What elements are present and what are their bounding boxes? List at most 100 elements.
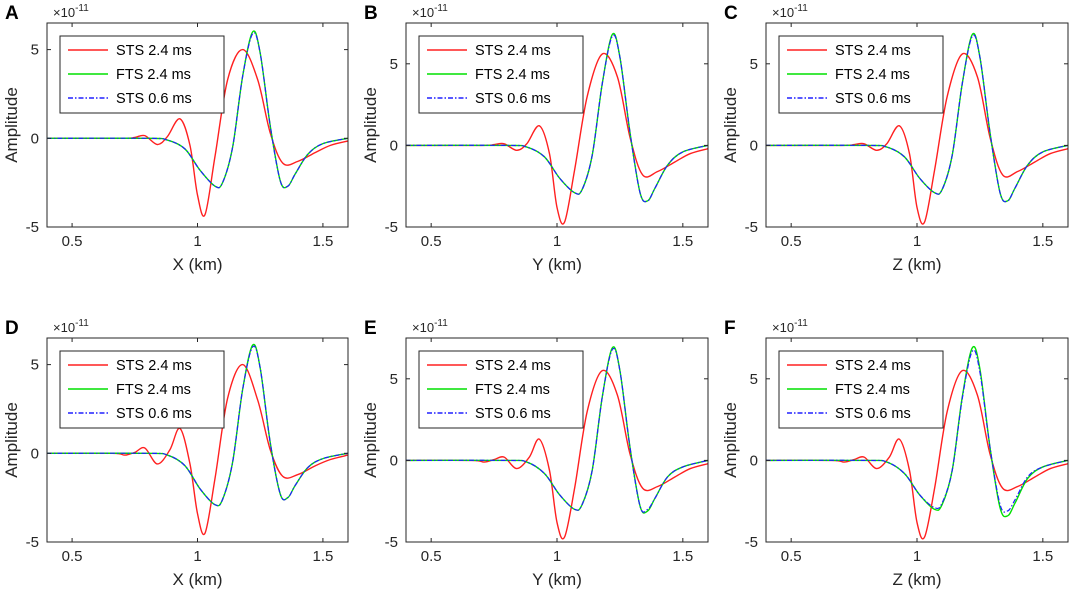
x-tick-label: 0.5 [421, 548, 442, 565]
legend: STS 2.4 ms FTS 2.4 ms STS 0.6 ms [778, 350, 944, 429]
legend: STS 2.4 ms FTS 2.4 ms STS 0.6 ms [418, 35, 584, 114]
y-tick-label: 5 [390, 371, 398, 388]
x-axis-label: X (km) [172, 570, 222, 589]
legend: STS 2.4 ms FTS 2.4 ms STS 0.6 ms [778, 35, 944, 114]
legend-label: STS 0.6 ms [116, 406, 192, 422]
exponent-base: ×10 [53, 320, 75, 335]
x-tick-label: 1.5 [672, 233, 693, 250]
x-tick-label: 1 [913, 548, 921, 565]
panel-A: A ×10-11 0.5 1 1.5 -5 0 5 X (km) Amplitude STS 2.4… [2, 3, 349, 274]
series-line-sts-0-6-ms [47, 345, 348, 507]
exponent-base: ×10 [53, 5, 75, 20]
x-tick-label: 1.5 [672, 548, 693, 565]
y-tick-label: 5 [390, 56, 398, 73]
x-tick-label: 1 [553, 233, 561, 250]
y-tick-label: 0 [390, 452, 398, 469]
y-tick-label: 0 [750, 452, 758, 469]
panel-C: C ×10-11 0.5 1 1.5 -5 0 5 Z (km) Amplitude STS 2.4… [721, 3, 1069, 274]
x-axis-label: Y (km) [532, 570, 582, 589]
series-line-sts-2-4-ms [406, 369, 708, 540]
series-group [406, 346, 708, 540]
exponent-power: -11 [434, 318, 448, 329]
series-line-sts-2-4-ms [406, 52, 708, 225]
x-tick-label: 1.5 [1032, 233, 1053, 250]
series-group [766, 32, 1068, 225]
panel-label: D [5, 318, 19, 339]
series-line-sts-0-6-ms [47, 32, 348, 189]
exponent-base: ×10 [412, 5, 434, 20]
panel-B: B ×10-11 0.5 1 1.5 -5 0 5 Y (km) Amplitude STS 2.4… [361, 3, 709, 274]
panel-D: D ×10-11 0.5 1 1.5 -5 0 5 X (km) Amplitude STS 2.4… [2, 318, 349, 589]
series-line-sts-0-6-ms [406, 34, 708, 203]
axis-exponent: ×10-11 [772, 318, 808, 335]
x-tick-label: 0.5 [781, 548, 802, 565]
exponent-power: -11 [75, 3, 89, 14]
legend-label: STS 2.4 ms [835, 43, 911, 59]
series-group [47, 30, 348, 217]
legend-label: STS 0.6 ms [835, 406, 911, 422]
y-axis-label: Amplitude [361, 87, 380, 163]
y-tick-label: 5 [31, 357, 39, 374]
series-line-sts-2-4-ms [47, 48, 348, 217]
legend-label: STS 2.4 ms [116, 43, 192, 59]
y-tick-label: -5 [385, 219, 398, 236]
legend-label: FTS 2.4 ms [835, 67, 910, 83]
series-line-sts-2-4-ms [766, 52, 1068, 225]
legend-label: STS 0.6 ms [116, 91, 192, 107]
y-tick-label: 0 [390, 137, 398, 154]
y-tick-label: 5 [750, 371, 758, 388]
y-tick-label: 0 [750, 137, 758, 154]
x-axis-label: Z (km) [892, 255, 941, 274]
x-tick-label: 1.5 [312, 233, 333, 250]
series-line-sts-0-6-ms [766, 34, 1068, 203]
legend-label: STS 2.4 ms [475, 43, 551, 59]
series-line-sts-0-6-ms [766, 349, 1068, 513]
x-tick-label: 1 [193, 548, 201, 565]
exponent-base: ×10 [772, 5, 794, 20]
panel-label: E [364, 318, 377, 339]
x-tick-label: 1 [913, 233, 921, 250]
exponent-base: ×10 [772, 320, 794, 335]
exponent-power: -11 [794, 3, 808, 14]
y-tick-label: 5 [31, 42, 39, 59]
legend-label: STS 2.4 ms [475, 358, 551, 374]
legend-label: STS 0.6 ms [475, 91, 551, 107]
series-group [47, 343, 348, 536]
y-tick-label: -5 [385, 534, 398, 551]
x-tick-label: 1.5 [1032, 548, 1053, 565]
y-tick-label: 0 [31, 130, 39, 147]
axis-exponent: ×10-11 [772, 3, 808, 20]
series-line-sts-2-4-ms [47, 363, 348, 536]
x-tick-label: 0.5 [62, 233, 83, 250]
legend-label: FTS 2.4 ms [116, 382, 191, 398]
y-tick-label: -5 [745, 219, 758, 236]
y-tick-label: -5 [26, 219, 39, 236]
y-tick-label: -5 [745, 534, 758, 551]
legend: STS 2.4 ms FTS 2.4 ms STS 0.6 ms [59, 35, 225, 114]
axis-exponent: ×10-11 [53, 318, 89, 335]
panel-F: F ×10-11 0.5 1 1.5 -5 0 5 Z (km) Amplitude STS 2.4… [721, 318, 1069, 589]
y-axis-label: Amplitude [2, 402, 21, 478]
x-axis-label: X (km) [172, 255, 222, 274]
axis-exponent: ×10-11 [412, 318, 448, 335]
y-axis-label: Amplitude [721, 87, 740, 163]
y-axis-label: Amplitude [2, 87, 21, 163]
exponent-base: ×10 [412, 320, 434, 335]
exponent-power: -11 [794, 318, 808, 329]
y-tick-label: 0 [31, 445, 39, 462]
x-tick-label: 1.5 [312, 548, 333, 565]
series-line-sts-2-4-ms [766, 369, 1068, 540]
legend-label: FTS 2.4 ms [475, 382, 550, 398]
legend-label: FTS 2.4 ms [835, 382, 910, 398]
y-tick-label: -5 [26, 534, 39, 551]
panel-label: B [364, 3, 378, 24]
y-axis-label: Amplitude [721, 402, 740, 478]
legend: STS 2.4 ms FTS 2.4 ms STS 0.6 ms [59, 350, 225, 429]
x-axis-label: Z (km) [892, 570, 941, 589]
panel-label: C [724, 3, 738, 24]
panel-label: A [5, 3, 19, 24]
series-group [766, 345, 1068, 540]
axis-exponent: ×10-11 [412, 3, 448, 20]
y-axis-label: Amplitude [361, 402, 380, 478]
